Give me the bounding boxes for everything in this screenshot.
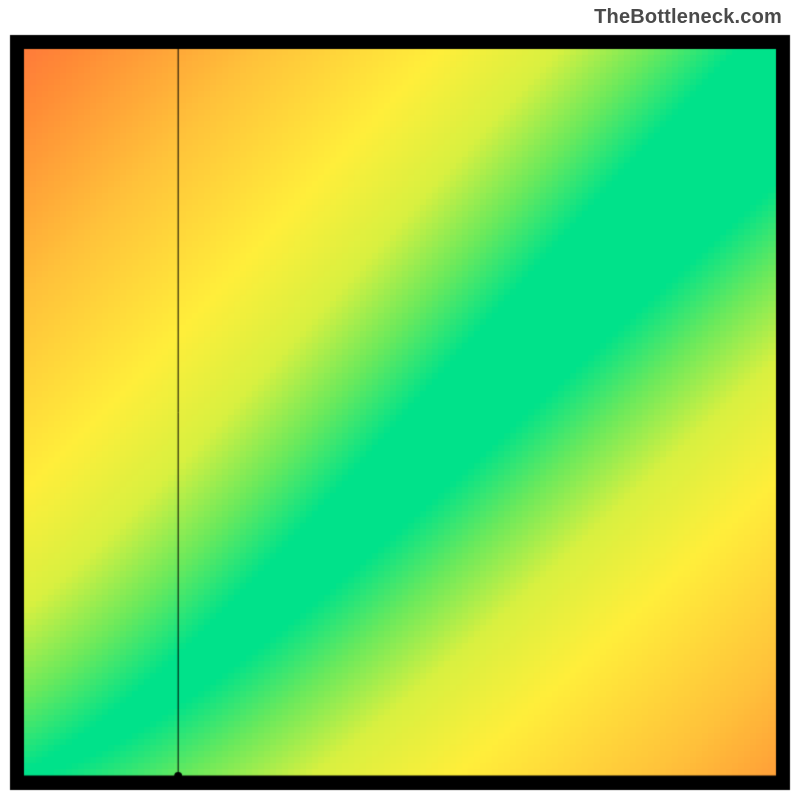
watermark-text: TheBottleneck.com [594, 6, 782, 29]
bottleneck-heatmap [0, 0, 800, 800]
